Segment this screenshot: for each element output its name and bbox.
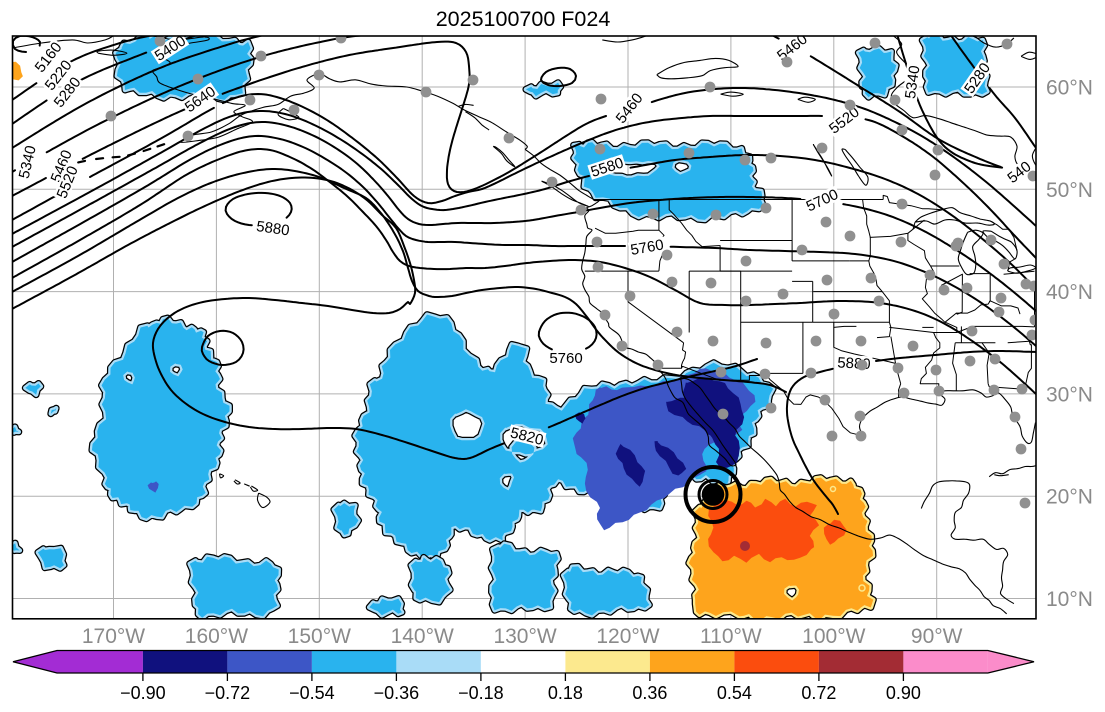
svg-text:40°N: 40°N	[1046, 281, 1093, 304]
svg-text:5340: 5340	[902, 64, 923, 99]
svg-text:50°N: 50°N	[1046, 179, 1093, 202]
svg-text:0.18: 0.18	[548, 683, 583, 703]
svg-text:2025100700 F024: 2025100700 F024	[436, 7, 611, 31]
svg-text:110°W: 110°W	[700, 625, 762, 648]
svg-text:160°W: 160°W	[185, 625, 248, 648]
svg-text:30°N: 30°N	[1046, 383, 1093, 406]
svg-text:0.36: 0.36	[632, 683, 667, 703]
svg-text:5760: 5760	[549, 350, 582, 367]
svg-text:140°W: 140°W	[391, 625, 454, 648]
svg-text:−0.54: −0.54	[289, 683, 335, 703]
svg-text:150°W: 150°W	[288, 625, 351, 648]
svg-text:60°N: 60°N	[1046, 77, 1093, 100]
svg-text:5880: 5880	[255, 218, 290, 239]
svg-text:−0.18: −0.18	[458, 683, 504, 703]
svg-text:5760: 5760	[629, 236, 665, 259]
svg-text:−0.72: −0.72	[205, 683, 251, 703]
svg-text:10°N: 10°N	[1046, 588, 1093, 611]
svg-text:130°W: 130°W	[493, 625, 556, 648]
svg-text:−0.36: −0.36	[374, 683, 420, 703]
svg-text:0.90: 0.90	[886, 683, 921, 703]
svg-text:120°W: 120°W	[596, 625, 659, 648]
svg-text:90°W: 90°W	[911, 625, 963, 648]
svg-text:100°W: 100°W	[802, 625, 865, 648]
svg-text:0.54: 0.54	[717, 683, 752, 703]
svg-text:0.72: 0.72	[801, 683, 836, 703]
svg-text:170°W: 170°W	[82, 625, 145, 648]
svg-text:−0.90: −0.90	[120, 683, 166, 703]
svg-text:20°N: 20°N	[1046, 486, 1093, 509]
